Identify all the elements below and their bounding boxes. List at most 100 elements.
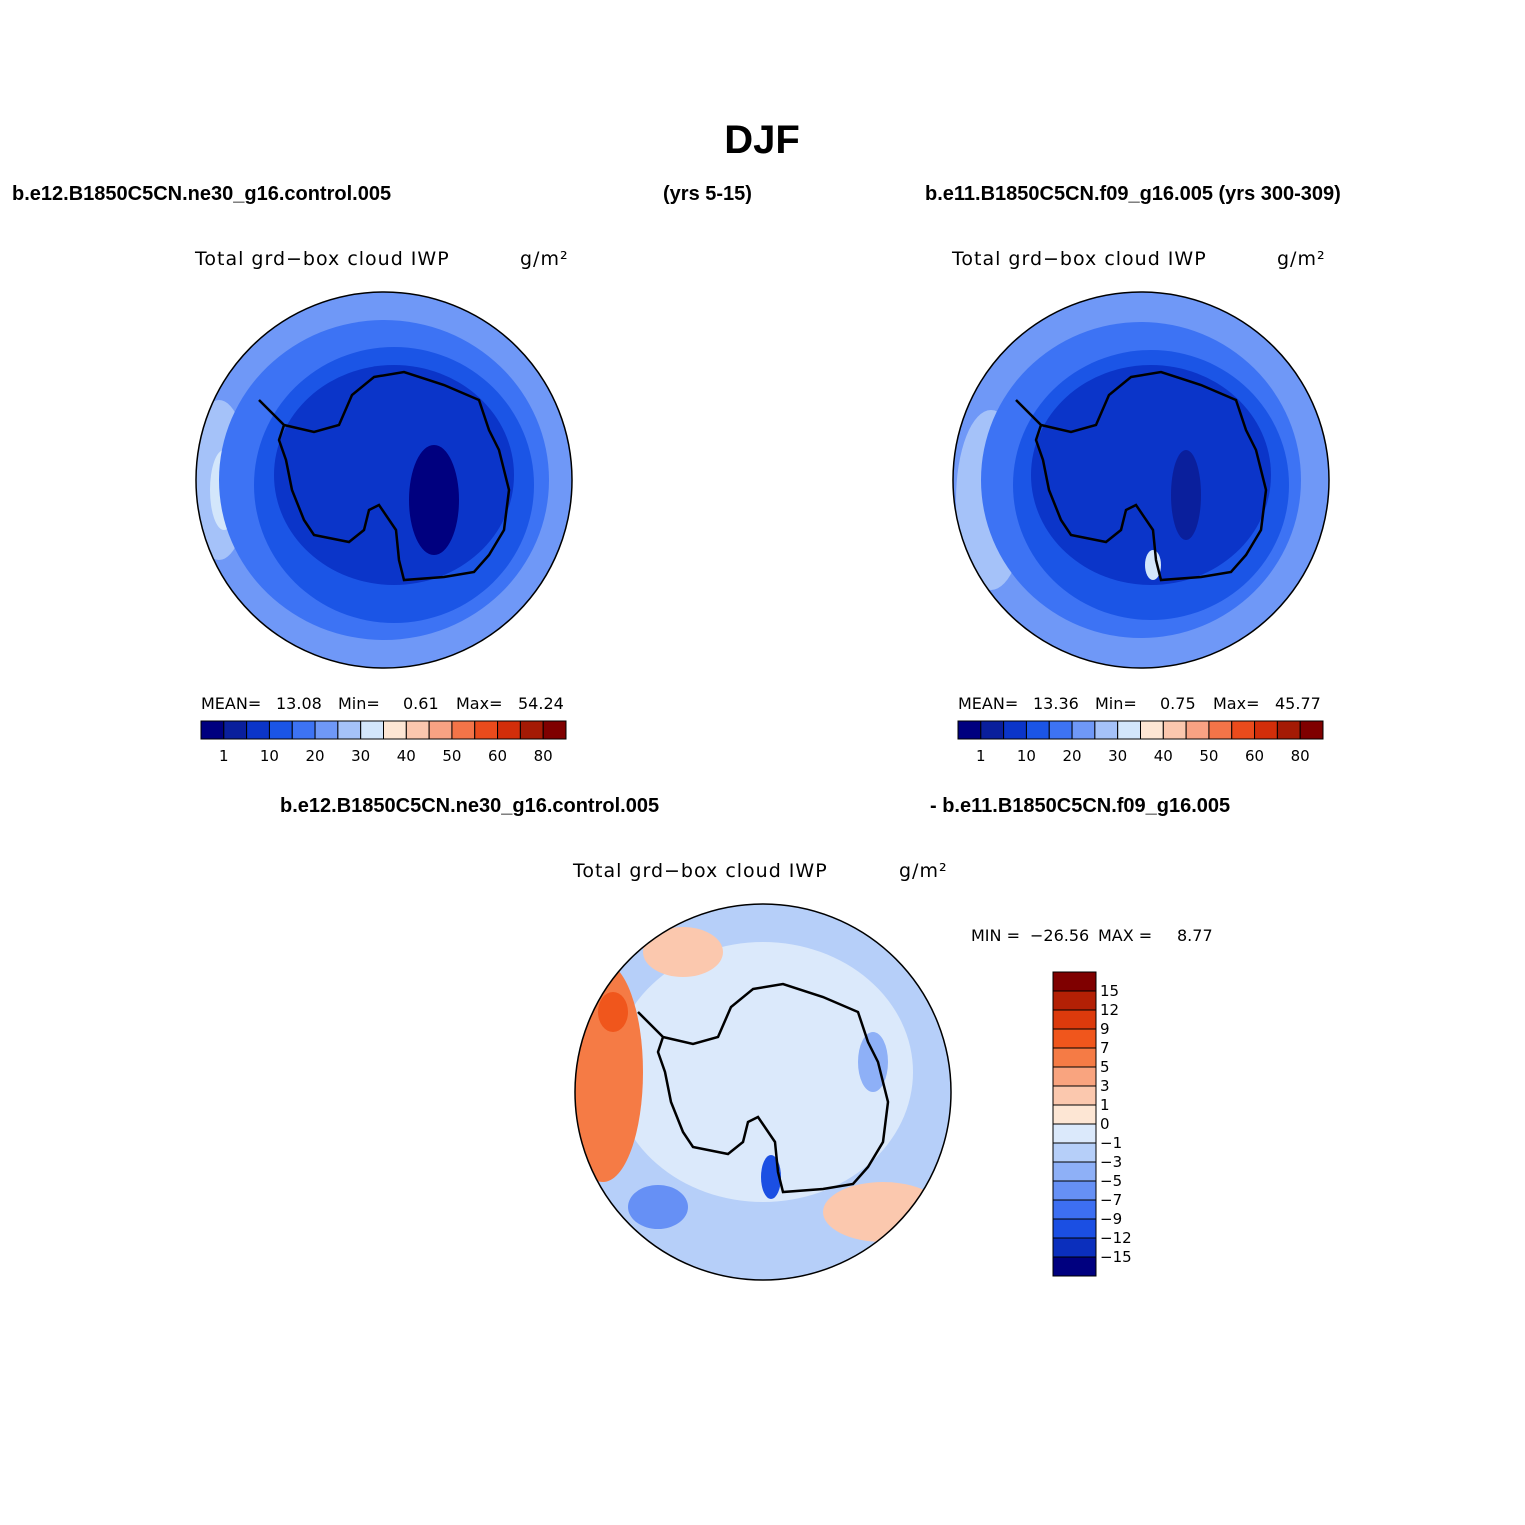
colorbar-box	[1071, 720, 1096, 740]
colorbar-label: 30	[351, 747, 370, 765]
colorbar-box	[497, 720, 521, 740]
colorbar-box	[314, 720, 339, 740]
stat: Max=	[1213, 694, 1259, 713]
colorbar-label: 1	[219, 747, 229, 765]
colorbar-box	[1003, 720, 1027, 740]
colorbar-label: 9	[1100, 1020, 1110, 1038]
map	[195, 291, 573, 669]
colorbar-box	[1052, 1199, 1097, 1220]
colorbar-box	[1299, 720, 1324, 740]
colorbar-label: 80	[534, 747, 553, 765]
units: g/m²	[520, 248, 569, 270]
plot-title: Total grd−box cloud IWP	[194, 248, 450, 270]
colorbar-box	[1162, 720, 1187, 740]
stat: MAX =	[1098, 926, 1152, 945]
colorbar-box	[360, 720, 384, 740]
panel-header: b.e12.B1850C5CN.ne30_g16.control.005	[280, 795, 659, 817]
colorbar-box	[1052, 1180, 1097, 1201]
colorbar-box	[1208, 720, 1233, 740]
colorbar-box	[200, 720, 225, 740]
stat: 13.36	[1033, 694, 1079, 713]
colorbar-label: −5	[1100, 1172, 1122, 1190]
colorbar-box	[268, 720, 293, 740]
colorbar-box	[1052, 1218, 1097, 1239]
colorbar-box	[957, 720, 982, 740]
colorbar-label: 20	[1063, 747, 1082, 765]
stat: Min=	[1095, 694, 1137, 713]
colorbar-box	[1140, 720, 1164, 740]
colorbar-label: 0	[1100, 1115, 1110, 1133]
stat: 45.77	[1275, 694, 1321, 713]
stat: 0.75	[1160, 694, 1196, 713]
colorbar-box	[246, 720, 270, 740]
stat: Min=	[338, 694, 380, 713]
colorbar-box	[542, 720, 567, 740]
plot-title: Total grd−box cloud IWP	[572, 860, 828, 882]
panel-header: b.e12.B1850C5CN.ne30_g16.control.005	[12, 183, 391, 205]
colorbar-box	[223, 720, 248, 740]
colorbar-label: 80	[1291, 747, 1310, 765]
colorbar-box	[1276, 720, 1301, 740]
units: g/m²	[1277, 248, 1326, 270]
map	[952, 291, 1330, 669]
stat: −26.56	[1030, 926, 1089, 945]
colorbar-label: 50	[1199, 747, 1218, 765]
colorbar-label: 5	[1100, 1058, 1110, 1076]
panel-header: b.e11.B1850C5CN.f09_g16.005 (yrs 300-309…	[925, 183, 1341, 205]
colorbar-label: −9	[1100, 1210, 1122, 1228]
colorbar-label: 1	[1100, 1096, 1110, 1114]
colorbar-box	[1052, 1066, 1097, 1087]
colorbar-label: 40	[1154, 747, 1173, 765]
stat: 54.24	[518, 694, 564, 713]
colorbar-label: 30	[1108, 747, 1127, 765]
panel-header-extra: (yrs 5-15)	[663, 183, 752, 205]
figure-title: DJF	[724, 118, 800, 162]
colorbar-box	[405, 720, 430, 740]
colorbar-box	[1052, 990, 1097, 1011]
stat: 0.61	[403, 694, 439, 713]
units: g/m²	[899, 860, 948, 882]
colorbar-box	[980, 720, 1005, 740]
colorbar-box	[1052, 1085, 1097, 1106]
colorbar-box	[1052, 1009, 1097, 1030]
colorbar-box	[383, 720, 407, 740]
stat: 8.77	[1177, 926, 1213, 945]
colorbar-label: 3	[1100, 1077, 1110, 1095]
colorbar-label: 60	[488, 747, 507, 765]
colorbar-label: 10	[260, 747, 279, 765]
colorbar-box	[291, 720, 316, 740]
stat: MEAN=	[958, 694, 1018, 713]
colorbar-label: 15	[1100, 982, 1119, 1000]
colorbar-box	[1052, 1104, 1097, 1125]
colorbar-box	[1052, 1237, 1097, 1258]
colorbar-box	[1025, 720, 1050, 740]
map	[574, 903, 952, 1281]
colorbar-label: 1	[976, 747, 986, 765]
colorbar-box	[474, 720, 499, 740]
stat: 13.08	[276, 694, 322, 713]
colorbar-box	[1052, 1256, 1097, 1277]
stat: MIN =	[971, 926, 1020, 945]
colorbar-box	[428, 720, 453, 740]
colorbar-box	[1052, 1047, 1097, 1068]
colorbar-box	[1094, 720, 1119, 740]
colorbar-label: −12	[1100, 1229, 1132, 1247]
colorbar-label: −7	[1100, 1191, 1122, 1209]
colorbar-label: 50	[442, 747, 461, 765]
stat: Max=	[456, 694, 502, 713]
colorbar-box	[1052, 1161, 1097, 1182]
colorbar-box	[1052, 1028, 1097, 1049]
plot-title: Total grd−box cloud IWP	[951, 248, 1207, 270]
colorbar-box	[1185, 720, 1210, 740]
colorbar-label: −3	[1100, 1153, 1122, 1171]
colorbar-box	[1052, 1123, 1097, 1144]
colorbar-box	[1231, 720, 1256, 740]
colorbar-box	[1254, 720, 1278, 740]
colorbar-box	[1117, 720, 1141, 740]
stat: MEAN=	[201, 694, 261, 713]
colorbar-box	[1052, 1142, 1097, 1163]
colorbar-box	[1048, 720, 1073, 740]
colorbar-box	[519, 720, 544, 740]
colorbar-label: −1	[1100, 1134, 1122, 1152]
